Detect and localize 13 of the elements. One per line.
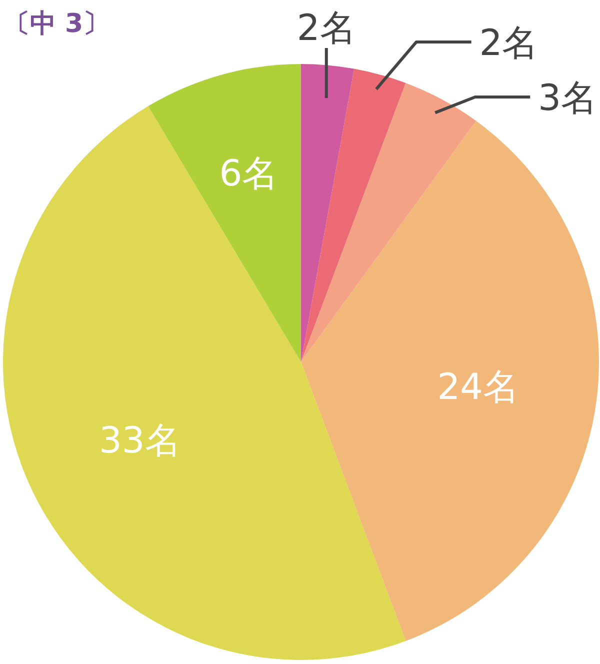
pie-slice	[148, 64, 301, 362]
pie-slice	[301, 83, 476, 362]
pie-slice	[301, 120, 599, 641]
data-label: 3名	[538, 78, 598, 119]
pie-slice	[301, 68, 406, 362]
data-label: 2名	[296, 8, 356, 49]
data-label: 24名	[437, 367, 520, 408]
chart-title: 〔中 3〕	[4, 9, 110, 39]
pie-slice	[3, 106, 406, 660]
data-label: 2名	[479, 23, 538, 64]
pie-slice	[301, 64, 354, 362]
data-label: 33名	[99, 420, 181, 462]
data-label: 6名	[219, 153, 278, 194]
